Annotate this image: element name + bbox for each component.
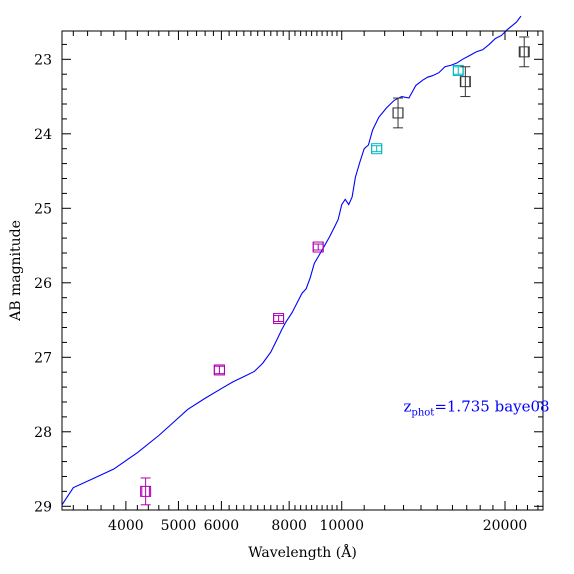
template-curve [61,15,522,506]
data-marker [518,46,530,58]
y-tick-label: 28 [34,425,52,441]
photometry-point [392,97,404,129]
photometry-point [140,477,152,506]
x-axis-label: Wavelength (Å) [248,543,357,561]
data-marker [459,76,471,88]
data-marker [452,64,464,76]
data-marker [213,364,225,376]
y-tick-label: 23 [34,52,52,68]
annotation-subscript: phot [411,408,434,419]
plot-frame [61,30,544,511]
x-tick-label: 20000 [483,518,528,534]
annotation-prefix: z [404,398,412,416]
data-marker [273,313,285,325]
template-curve-group [61,15,522,506]
x-tick-label: 5000 [161,518,197,534]
data-marker [392,107,404,119]
photometry-point [371,143,383,155]
photometry-point [213,364,226,376]
y-tick-label: 27 [34,350,52,366]
photometry-point [312,241,324,253]
annotation-text: =1.735 baye08 [434,398,549,416]
y-tick-label: 29 [34,499,52,515]
photometry-point [518,36,530,68]
data-marker [140,485,152,497]
photometry-point [273,313,285,325]
axis-ticks [62,31,543,510]
x-tick-label: 8000 [271,518,307,534]
y-tick-label: 24 [34,127,52,143]
x-tick-label: 6000 [204,518,240,534]
data-marker [312,241,324,253]
data-marker [371,143,383,155]
redshift-annotation: zphot=1.735 baye08 [404,398,550,419]
x-tick-label: 10000 [319,518,364,534]
tick-labels: 23 24 25 26 27 28 29 4000 5000 6000 8000 10000 20000 [34,52,527,534]
photometry-point [459,66,471,98]
y-tick-label: 26 [34,276,52,292]
y-tick-label: 25 [34,201,52,217]
y-axis-label: AB magnitude [8,220,24,322]
x-tick-label: 4000 [108,518,144,534]
photometry-points [140,36,530,506]
